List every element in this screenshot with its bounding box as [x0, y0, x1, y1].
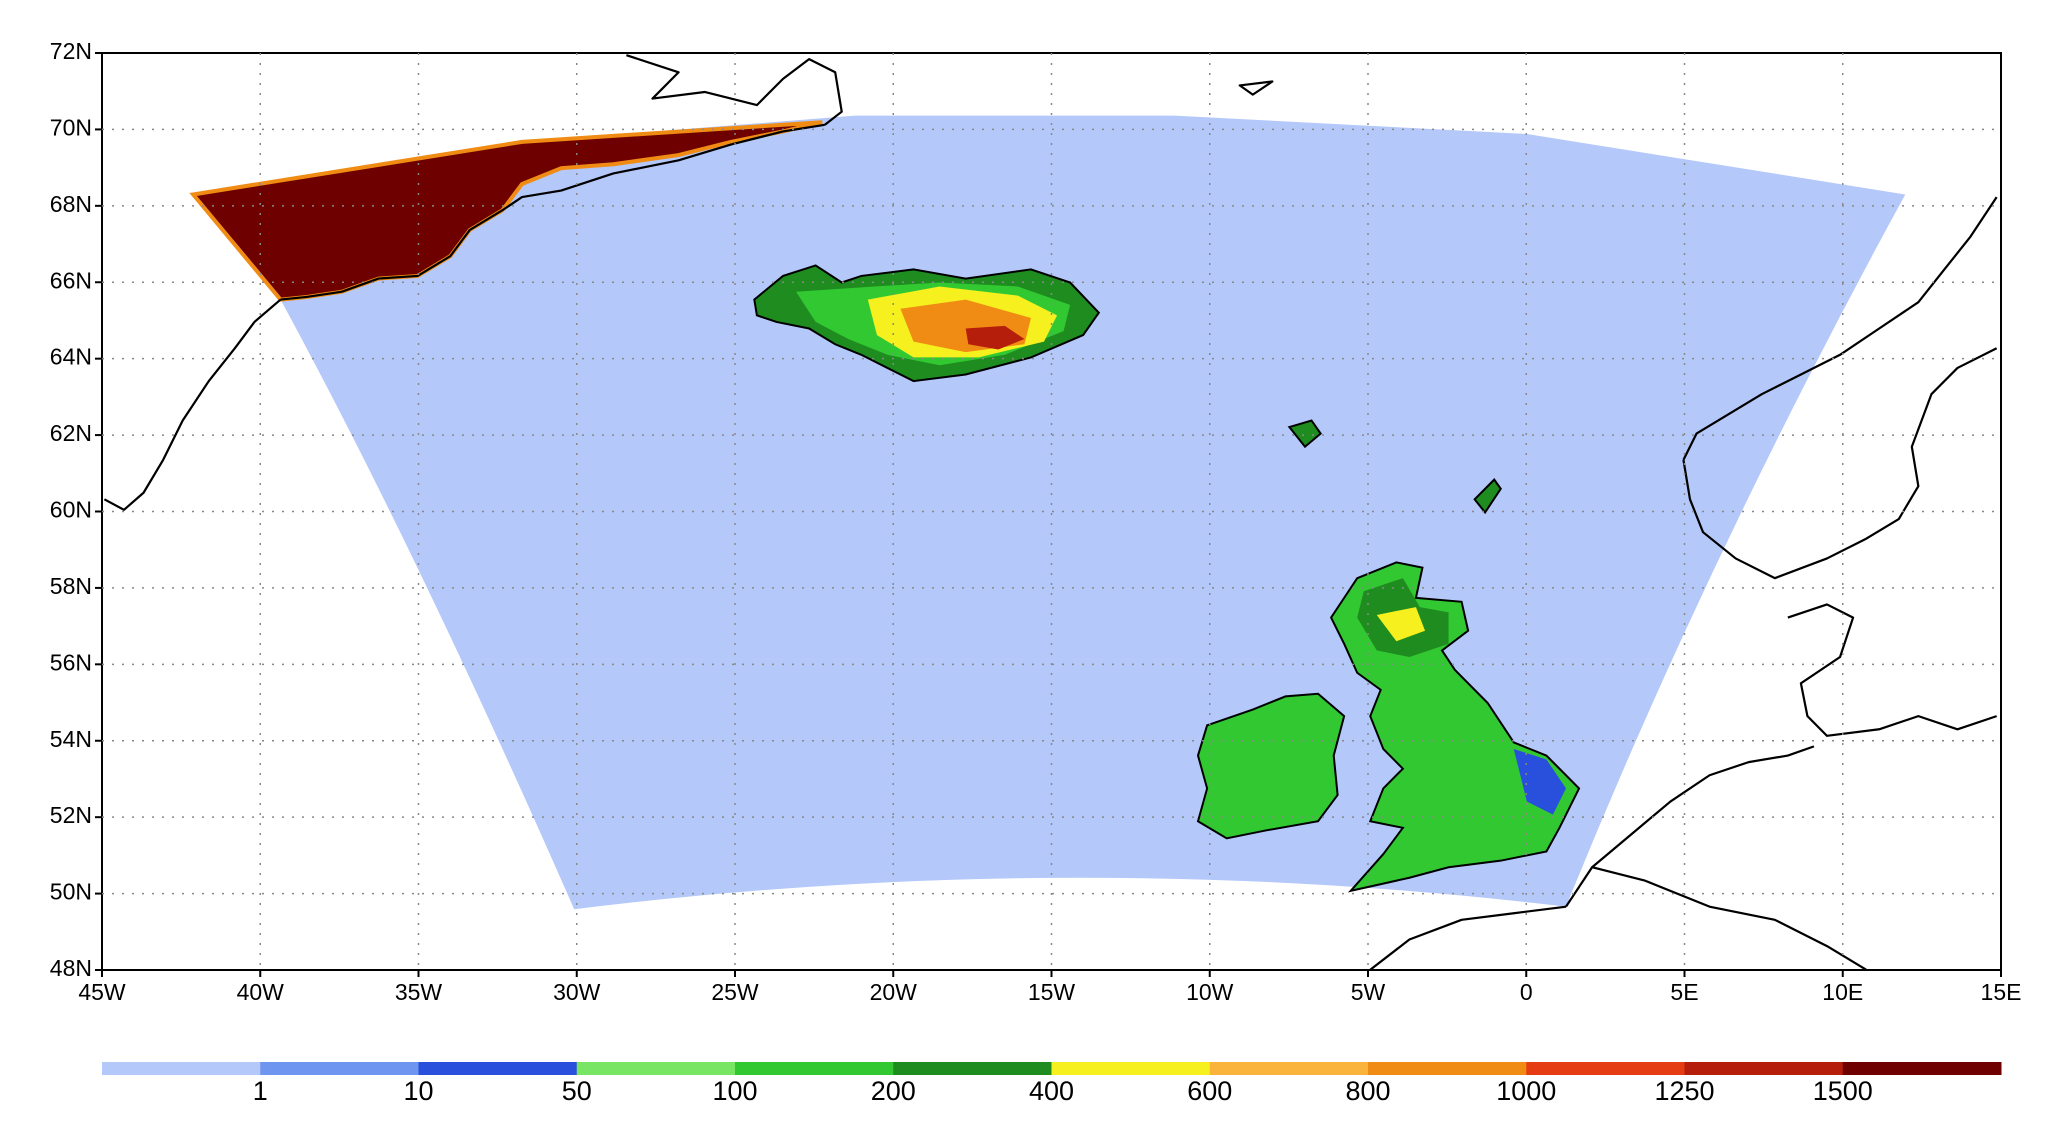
colorbar-label: 400	[1029, 1076, 1074, 1106]
y-tick-label: 58N	[50, 573, 92, 599]
x-tick-label: 5W	[1351, 979, 1386, 1005]
axes: 45W 40W 35W 30W 25W 20W 15W 10W 5W 0 5E 10E 15E 48N 50…	[50, 38, 2022, 1005]
coastline	[281, 125, 825, 300]
colorbar-cell	[1051, 1062, 1211, 1075]
colorbar-label: 100	[712, 1076, 757, 1106]
y-tick-label: 48N	[50, 955, 92, 981]
x-tick-label: 10W	[1186, 979, 1234, 1005]
coastline	[1683, 348, 1996, 578]
colorbar-cell	[418, 1062, 578, 1075]
colorbar-cell	[576, 1062, 736, 1075]
iceland-top	[965, 325, 1025, 350]
coastline	[1592, 867, 1866, 969]
y-tick-label: 66N	[50, 267, 92, 293]
colorbar-cell	[893, 1062, 1052, 1075]
y-tick-label: 50N	[50, 879, 92, 905]
x-tick-label: 25W	[711, 979, 759, 1005]
coastline	[1683, 197, 1996, 460]
x-tick-label: 45W	[78, 979, 126, 1005]
colorbar-cell	[102, 1062, 261, 1075]
gb-low	[1513, 748, 1567, 815]
colorbar-label: 10	[403, 1076, 433, 1106]
gb-peak	[1376, 607, 1426, 642]
y-tick-label: 64N	[50, 344, 92, 370]
colorbar-label: 1250	[1654, 1076, 1714, 1106]
x-tick-label: 10E	[1822, 979, 1863, 1005]
coastline	[1370, 907, 1566, 970]
y-tick-label: 68N	[50, 191, 92, 217]
x-tick-label: 15W	[1028, 979, 1076, 1005]
x-tick-label: 35W	[395, 979, 443, 1005]
colorbar-label: 1000	[1496, 1076, 1556, 1106]
x-tick-label: 0	[1520, 979, 1533, 1005]
coastline	[104, 300, 280, 510]
colorbar-cell	[1209, 1062, 1369, 1075]
y-tick-label: 60N	[50, 497, 92, 523]
x-tick-label: 20W	[870, 979, 918, 1005]
x-tick-label: 30W	[553, 979, 601, 1005]
coastline	[626, 55, 841, 125]
faroe	[1289, 420, 1320, 446]
colorbar-cell	[1684, 1062, 1844, 1075]
coastline	[1566, 746, 1814, 906]
map-body	[104, 55, 1996, 970]
colorbar: 1 10 50 100 200 400 600 800 1000 1250 1500	[102, 1062, 2002, 1106]
coastline	[1240, 81, 1273, 94]
x-tick-label: 15E	[1981, 979, 2022, 1005]
y-tick-label: 54N	[50, 726, 92, 752]
colorbar-label: 800	[1345, 1076, 1390, 1106]
colorbar-cell	[1842, 1062, 2002, 1075]
shetland	[1475, 480, 1501, 513]
colorbar-cell	[1368, 1062, 1527, 1075]
colorbar-cell	[260, 1062, 419, 1075]
x-tick-label: 40W	[237, 979, 285, 1005]
ireland	[1198, 694, 1344, 839]
y-tick-label: 62N	[50, 420, 92, 446]
y-tick-label: 56N	[50, 649, 92, 675]
colorbar-label: 600	[1187, 1076, 1232, 1106]
colorbar-label: 50	[562, 1076, 592, 1106]
colorbar-label: 200	[871, 1076, 916, 1106]
colorbar-cell	[1526, 1062, 1685, 1075]
x-tick-label: 5E	[1670, 979, 1698, 1005]
y-tick-label: 70N	[50, 114, 92, 140]
colorbar-label: 1500	[1813, 1076, 1873, 1106]
y-tick-label: 72N	[50, 38, 92, 64]
colorbar-label: 1	[253, 1076, 268, 1106]
y-tick-label: 52N	[50, 802, 92, 828]
coastline	[1788, 604, 1997, 735]
colorbar-cell	[735, 1062, 894, 1075]
